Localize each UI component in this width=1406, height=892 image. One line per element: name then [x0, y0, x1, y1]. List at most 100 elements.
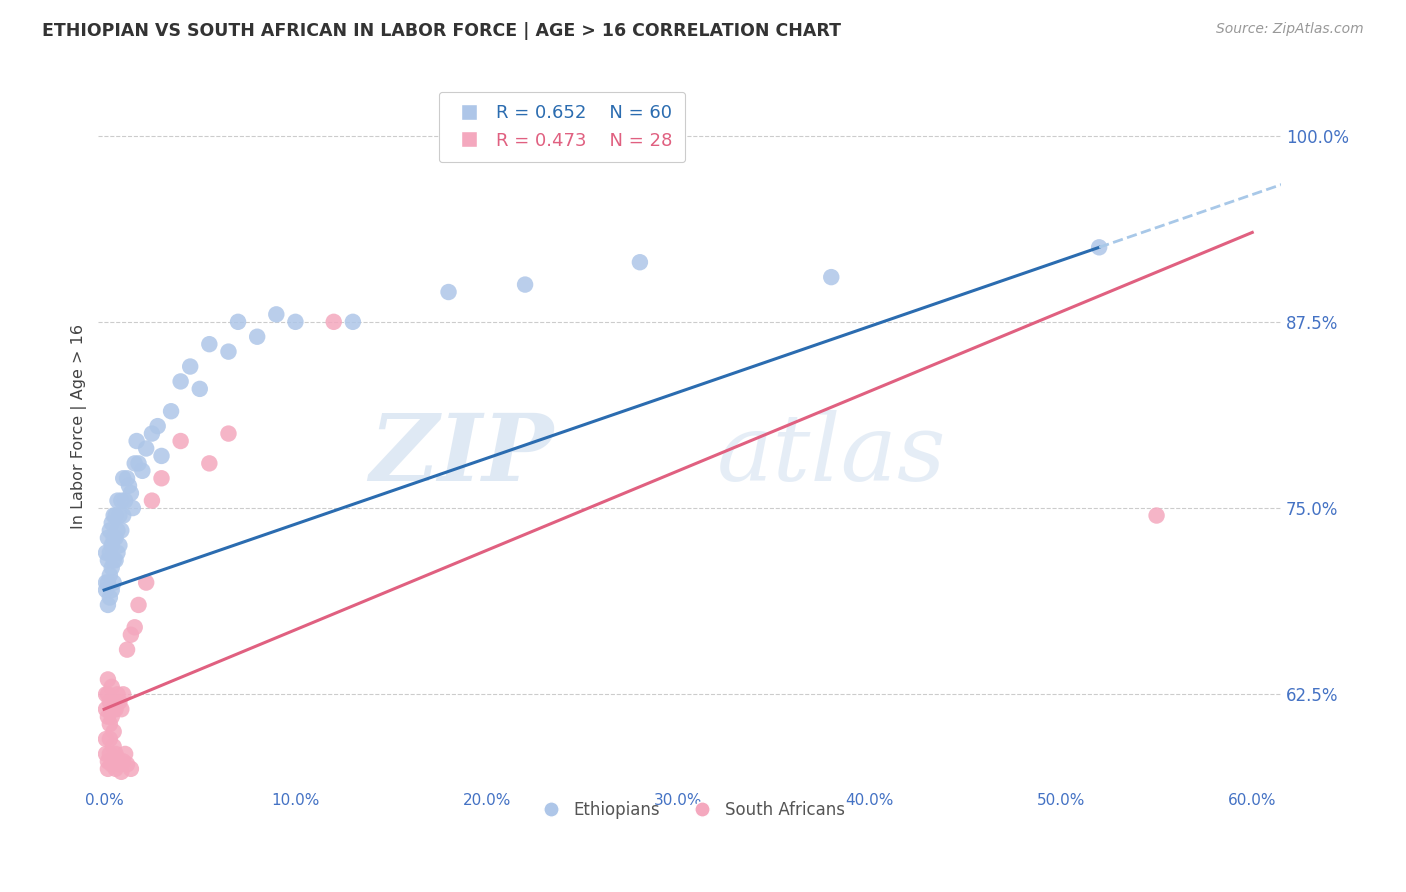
Point [112, 755, 135, 769]
Point [108, 695, 131, 709]
Point [179, 359, 201, 374]
Point [108, 757, 131, 772]
Point [100, 709, 122, 723]
Point [218, 426, 240, 441]
Point [94, 582, 117, 597]
Text: atlas: atlas [717, 409, 946, 500]
Point [100, 516, 122, 530]
Text: Source: ZipAtlas.com: Source: ZipAtlas.com [1216, 22, 1364, 37]
Point [104, 531, 127, 545]
Point [94, 747, 117, 761]
Point [135, 575, 157, 590]
Point [125, 434, 148, 448]
Point [1146, 508, 1168, 523]
Point [120, 628, 142, 642]
Point [98, 747, 121, 761]
Point [100, 582, 122, 597]
Point [97, 673, 120, 687]
Point [114, 747, 136, 761]
Point [103, 575, 125, 590]
Point [103, 724, 125, 739]
Point [150, 449, 173, 463]
Point [141, 426, 163, 441]
Point [437, 285, 460, 299]
Point [342, 315, 364, 329]
Point [98, 695, 121, 709]
Point [110, 524, 132, 538]
Point [112, 508, 135, 523]
Point [100, 560, 122, 574]
Point [820, 270, 842, 285]
Point [115, 642, 138, 657]
Point [107, 546, 129, 560]
Point [97, 709, 120, 723]
Point [97, 553, 120, 567]
Point [104, 762, 127, 776]
Point [103, 508, 125, 523]
Point [103, 739, 125, 754]
Point [160, 404, 183, 418]
Point [198, 337, 221, 351]
Y-axis label: In Labor Force | Age > 16: In Labor Force | Age > 16 [72, 324, 87, 529]
Point [100, 757, 122, 772]
Point [97, 598, 120, 612]
Point [188, 382, 211, 396]
Point [104, 702, 127, 716]
Point [198, 456, 221, 470]
Point [169, 375, 191, 389]
Point [100, 680, 122, 694]
Point [94, 732, 117, 747]
Point [150, 471, 173, 485]
Point [218, 344, 240, 359]
Legend: Ethiopians, South Africans: Ethiopians, South Africans [527, 794, 852, 825]
Point [115, 471, 138, 485]
Point [110, 702, 132, 716]
Point [128, 598, 150, 612]
Point [284, 315, 307, 329]
Point [114, 493, 136, 508]
Point [100, 538, 122, 552]
Point [108, 538, 131, 552]
Point [98, 568, 121, 582]
Point [108, 508, 131, 523]
Point [94, 546, 117, 560]
Point [120, 486, 142, 500]
Point [110, 764, 132, 779]
Text: ZIP: ZIP [370, 409, 554, 500]
Point [103, 553, 125, 567]
Point [94, 575, 117, 590]
Point [513, 277, 536, 292]
Point [98, 732, 121, 747]
Point [97, 755, 120, 769]
Point [103, 531, 125, 545]
Point [246, 329, 269, 343]
Point [115, 757, 138, 772]
Point [107, 687, 129, 701]
Point [1088, 240, 1111, 254]
Point [94, 687, 117, 701]
Point [226, 315, 249, 329]
Point [104, 508, 127, 523]
Point [322, 315, 344, 329]
Point [141, 493, 163, 508]
Point [107, 751, 129, 765]
Point [120, 762, 142, 776]
Point [131, 464, 153, 478]
Point [146, 419, 169, 434]
Point [628, 255, 651, 269]
Point [104, 747, 127, 761]
Point [97, 575, 120, 590]
Point [124, 620, 146, 634]
Point [266, 307, 288, 321]
Point [107, 493, 129, 508]
Point [97, 762, 120, 776]
Point [98, 524, 121, 538]
Point [135, 442, 157, 456]
Point [103, 702, 125, 716]
Point [98, 546, 121, 560]
Point [112, 471, 135, 485]
Point [94, 702, 117, 716]
Point [112, 687, 135, 701]
Point [110, 493, 132, 508]
Point [118, 479, 141, 493]
